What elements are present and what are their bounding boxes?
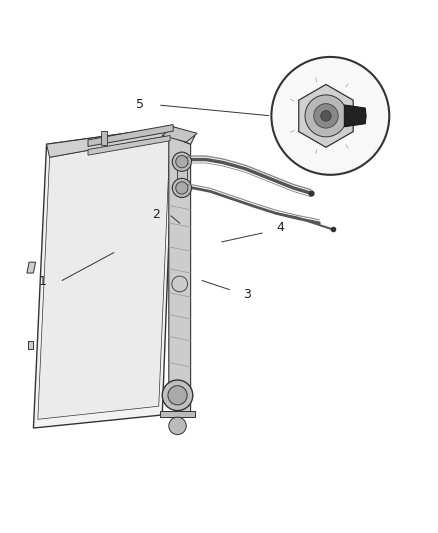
Circle shape (314, 103, 338, 128)
Circle shape (176, 182, 188, 194)
Polygon shape (33, 127, 173, 428)
Polygon shape (177, 161, 187, 188)
Polygon shape (344, 105, 366, 127)
Polygon shape (27, 262, 35, 273)
Polygon shape (28, 341, 33, 350)
Polygon shape (299, 84, 353, 147)
Text: 4: 4 (276, 221, 284, 233)
Circle shape (168, 386, 187, 405)
Polygon shape (169, 135, 191, 415)
Circle shape (272, 57, 389, 175)
Polygon shape (38, 135, 170, 419)
Polygon shape (101, 131, 107, 145)
Circle shape (176, 156, 188, 168)
Circle shape (172, 152, 191, 171)
Circle shape (172, 179, 191, 198)
Text: 5: 5 (136, 99, 145, 111)
Circle shape (321, 111, 331, 121)
Polygon shape (162, 127, 197, 142)
Polygon shape (46, 127, 173, 157)
Text: 3: 3 (244, 288, 251, 301)
Polygon shape (88, 125, 173, 147)
Polygon shape (160, 410, 195, 417)
Circle shape (162, 380, 193, 410)
Circle shape (305, 95, 347, 137)
Polygon shape (169, 127, 195, 144)
Text: 2: 2 (152, 208, 159, 221)
Circle shape (169, 417, 186, 434)
Polygon shape (88, 135, 170, 155)
Text: 1: 1 (38, 275, 46, 288)
